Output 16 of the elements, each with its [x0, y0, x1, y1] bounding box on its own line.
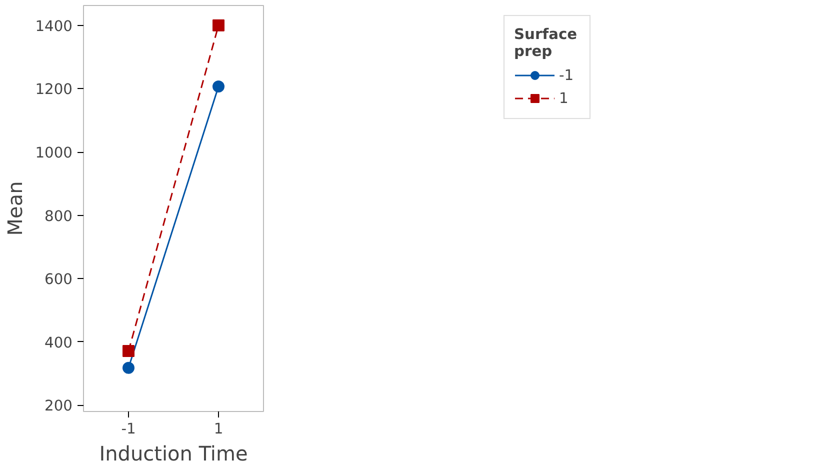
- y-tick-label: 1400: [35, 18, 73, 35]
- y-tick-label: 1200: [35, 81, 73, 98]
- y-tick-label: 200: [44, 398, 73, 415]
- point: [212, 80, 224, 92]
- y-tick-label: 600: [44, 271, 73, 288]
- point: [212, 19, 224, 32]
- legend-title: Surface prep: [514, 26, 578, 60]
- legend-label: 1: [559, 90, 570, 106]
- x-axis-title: Induction Time: [99, 442, 248, 466]
- legend-label: -1: [559, 66, 575, 84]
- point: [122, 362, 134, 374]
- y-axis-title: Mean: [3, 181, 28, 236]
- y-tick-label: 1000: [35, 144, 73, 162]
- y-tick-label: 400: [44, 334, 73, 352]
- y-tick-label: 800: [44, 208, 73, 225]
- point: [122, 345, 134, 358]
